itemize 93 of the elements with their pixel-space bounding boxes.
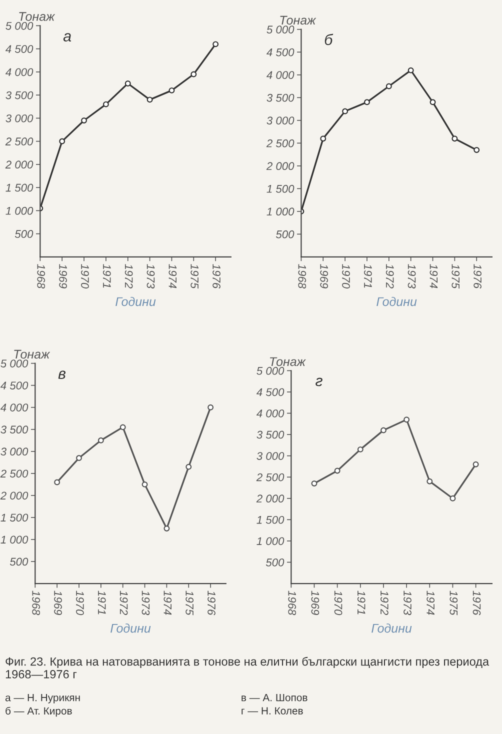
y-tick-label: 500 [14, 230, 34, 238]
x-tick-label: 1973 [408, 264, 416, 288]
x-tick-label: 1971 [364, 264, 372, 288]
x-tick-label: 1970 [81, 264, 89, 288]
x-tick-label: 1971 [98, 590, 106, 614]
chart-title: в [58, 370, 66, 379]
y-tick-label: 3 500 [0, 426, 28, 434]
x-tick-label: 1973 [404, 590, 412, 616]
x-tick-label: 1974 [164, 590, 172, 615]
y-tick-label: 4 500 [266, 48, 294, 56]
x-tick-label: 1972 [124, 264, 133, 288]
x-axis-title: Години [116, 296, 156, 306]
text: б — Ат. Киров [6, 706, 72, 717]
text: в — А. Шопов [242, 694, 308, 702]
text: Фиг. 23. Крива на натоварванията в тонове на елитни български щангисти през периода 1968—1976 г [6, 656, 490, 678]
y-tick-label: 500 [266, 558, 284, 566]
y-tick-label: 1 500 [6, 184, 34, 192]
x-tick-label: 1976 [212, 264, 220, 289]
y-tick-label: 1 000 [6, 206, 34, 215]
y-tick-label: 1 500 [0, 514, 28, 522]
x-tick-label: 1970 [76, 590, 84, 616]
x-tick-label: 1970 [334, 590, 342, 616]
chart-title: г [316, 378, 322, 386]
x-axis-title: Години [372, 624, 412, 633]
x-tick-label: 1974 [168, 264, 177, 288]
y-tick-label: 4 000 [256, 410, 284, 418]
y-tick-label: 5 000 [6, 22, 34, 30]
y-axis-title: Тонаж [19, 12, 56, 21]
x-axis-title: Години [376, 296, 417, 306]
y-axis-title: Тонаж [280, 16, 316, 25]
y-tick-label: 3 500 [256, 430, 284, 439]
y-tick-label: 4 000 [0, 404, 28, 412]
text: а — Н. Нурикян [5, 694, 80, 704]
x-tick-label: 1974 [430, 264, 438, 288]
y-tick-label: 5 000 [266, 26, 294, 34]
y-tick-label: 3 000 [6, 114, 34, 122]
y-tick-label: 3 500 [6, 91, 34, 100]
y-tick-label: 4 000 [266, 71, 294, 80]
y-tick-label: 2 500 [5, 138, 34, 146]
y-tick-label: 5 000 [0, 360, 28, 368]
x-tick-label: 1974 [426, 590, 435, 615]
y-tick-label: 1 500 [266, 184, 294, 193]
y-tick-label: 500 [276, 230, 294, 238]
x-tick-label: 1969 [320, 264, 328, 288]
x-tick-label: 1976 [208, 590, 216, 616]
x-tick-label: 1969 [54, 590, 62, 615]
y-tick-label: 2 000 [256, 494, 284, 503]
y-tick-label: 2 500 [266, 139, 294, 148]
x-tick-label: 1968 [288, 590, 296, 616]
x-tick-label: 1973 [146, 264, 155, 288]
x-tick-label: 1975 [186, 590, 194, 616]
y-tick-label: 2 500 [0, 470, 28, 478]
x-tick-label: 1975 [452, 264, 460, 289]
x-tick-label: 1968 [298, 264, 306, 288]
x-tick-label: 1971 [357, 590, 366, 614]
y-tick-label: 1 000 [0, 536, 28, 544]
y-tick-label: 3 500 [266, 94, 294, 102]
y-tick-label: 2 000 [0, 492, 28, 500]
y-tick-label: 1 000 [266, 208, 294, 216]
y-tick-label: 3 000 [0, 448, 28, 456]
y-tick-label: 2 500 [256, 473, 284, 482]
y-tick-label: 4 500 [0, 382, 28, 390]
y-tick-label: 2 000 [5, 160, 34, 169]
y-tick-label: 5 000 [256, 366, 284, 375]
x-tick-label: 1968 [37, 264, 46, 288]
chart-title: а [63, 33, 72, 42]
y-tick-label: 4 500 [256, 388, 284, 396]
x-tick-label: 1972 [386, 264, 394, 288]
x-tick-label: 1968 [32, 590, 40, 616]
y-tick-label: 2 000 [266, 162, 294, 170]
chart-title: б [324, 34, 334, 46]
x-tick-label: 1975 [190, 264, 199, 289]
y-tick-label: 4 500 [5, 45, 34, 53]
x-tick-label: 1972 [380, 590, 388, 616]
x-tick-label: 1973 [142, 590, 150, 616]
y-tick-label: 1 500 [256, 516, 284, 524]
text: г — Н. Колев [242, 707, 303, 714]
y-tick-label: 4 000 [5, 68, 34, 76]
x-tick-label: 1972 [120, 590, 128, 616]
x-tick-label: 1976 [472, 590, 481, 616]
x-tick-label: 1969 [311, 590, 320, 615]
y-tick-label: 3 000 [266, 116, 294, 125]
y-tick-label: 3 000 [256, 452, 284, 460]
y-tick-label: 1 000 [256, 537, 284, 546]
y-axis-title: Тонаж [14, 350, 50, 359]
x-tick-label: 1969 [59, 264, 67, 288]
y-tick-label: 500 [10, 558, 28, 566]
x-axis-title: Години [110, 624, 151, 633]
x-tick-label: 1970 [342, 264, 350, 288]
x-tick-label: 1971 [102, 264, 111, 288]
x-tick-label: 1975 [450, 590, 458, 616]
x-tick-label: 1976 [474, 264, 482, 289]
y-axis-title: Тонаж [270, 357, 306, 366]
